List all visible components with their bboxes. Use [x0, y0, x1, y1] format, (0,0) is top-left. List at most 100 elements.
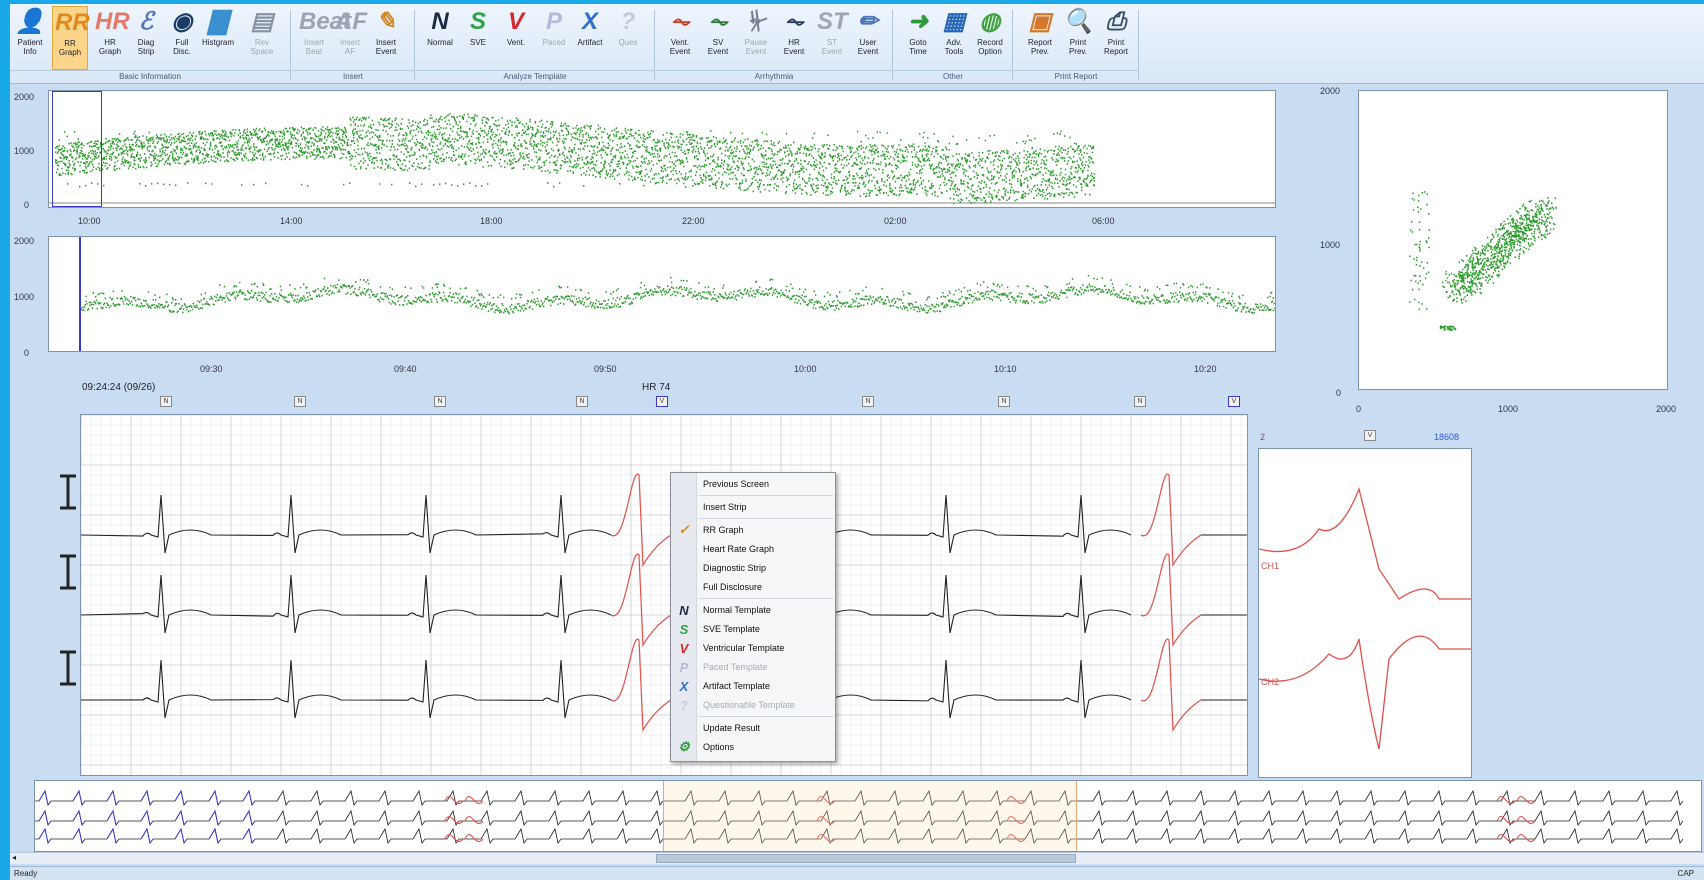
insert-beat-button[interactable]: Beat Insert Beat: [296, 6, 352, 70]
adv-tools-button[interactable]: ▦ Adv. Tools: [936, 6, 972, 70]
insert-af-button[interactable]: AF Insert AF: [332, 6, 368, 70]
sve-button[interactable]: S SVE: [460, 6, 496, 70]
st-event-button[interactable]: ST ST Event: [814, 6, 850, 70]
beat-label-tag[interactable]: N: [160, 396, 172, 407]
menu-item-previous-screen[interactable]: Previous Screen: [671, 475, 835, 493]
template-beat-count: 18608: [1434, 432, 1460, 442]
menu-item-update-result[interactable]: Update Result: [671, 719, 835, 737]
menu-item-diagnostic-strip[interactable]: Diagnostic Strip: [671, 559, 835, 577]
scroll-left-arrow-icon[interactable]: ◂: [12, 853, 17, 862]
beat-template-panel[interactable]: CH1 CH2: [1258, 448, 1472, 778]
template-type-tag[interactable]: V: [1364, 430, 1376, 441]
artifact-label-1: Artifact: [577, 38, 603, 47]
normal-icon: N: [431, 8, 449, 35]
horizontal-scrollbar[interactable]: ◂: [10, 852, 1704, 864]
beat-label-tag[interactable]: N: [294, 396, 306, 407]
menu-item-questionable-template[interactable]: ? Questionable Template: [671, 696, 835, 714]
full-disc-button[interactable]: ◉ Full Disc.: [164, 6, 200, 70]
histogram-button[interactable]: ▇ Histgram: [200, 6, 236, 70]
menu-separator: [699, 716, 833, 717]
full-disclosure-waveform[interactable]: [35, 781, 1701, 851]
adv-tools-label-1: Adv.: [946, 38, 962, 47]
sv-event-button[interactable]: ⏦ SV Event: [700, 6, 736, 70]
record-option-button[interactable]: ◍ Record Option: [972, 6, 1008, 70]
print-report-button[interactable]: ⎙ Print Report: [1098, 6, 1134, 70]
trend-mid-x-tick: 10:00: [794, 364, 817, 374]
insert-event-icon: ✎: [375, 8, 397, 35]
menu-item-sve-template[interactable]: S SVE Template: [671, 620, 835, 638]
menu-item-rr-graph[interactable]: ✓ RR Graph: [671, 521, 835, 539]
rr-trend-zoom-panel[interactable]: [48, 236, 1276, 352]
pause-event-button[interactable]: ⏧ Pause Event: [738, 6, 774, 70]
beat-label-tag[interactable]: N: [576, 396, 588, 407]
user-event-label-2: Event: [857, 47, 879, 56]
rr-trend-24h-panel[interactable]: [48, 90, 1276, 208]
beat-label-tag[interactable]: N: [1134, 396, 1146, 407]
other-group-label: Other: [894, 70, 1012, 82]
menu-item-label: Ventricular Template: [703, 643, 785, 653]
rr-graph-icon: ✓: [678, 522, 690, 537]
diag-strip-button[interactable]: ℰ Diag Strip: [128, 6, 164, 70]
print-prev-button[interactable]: 🔍 Print Prev.: [1060, 6, 1096, 70]
trend-mid-y-tick: 1000: [14, 292, 35, 302]
hr-event-button[interactable]: ⏦ HR Event: [776, 6, 812, 70]
menu-item-insert-strip[interactable]: Insert Strip: [671, 498, 835, 516]
strip-heart-rate: HR 74: [642, 382, 671, 393]
beat-label-tag[interactable]: V: [656, 396, 668, 407]
rr-trend-zoom-plot[interactable]: [49, 237, 1275, 351]
menu-item-paced-template[interactable]: P Paced Template: [671, 658, 835, 676]
menu-item-full-disclosure[interactable]: Full Disclosure: [671, 578, 835, 596]
vent-event-button[interactable]: ⏦ Vent. Event: [662, 6, 698, 70]
ribbon-group-separator: [290, 10, 291, 80]
goto-time-button[interactable]: ➜ Goto Time: [900, 6, 936, 70]
report-prev-button[interactable]: ▣ Report Prev.: [1022, 6, 1058, 70]
vent-button[interactable]: V Vent.: [498, 6, 534, 70]
menu-item-artifact-template[interactable]: X Artifact Template: [671, 677, 835, 695]
beat-label-tag[interactable]: N: [998, 396, 1010, 407]
trend-top-x-tick: 06:00: [1092, 216, 1115, 226]
vent-event-label-2: Event: [669, 47, 691, 56]
goto-time-label-1: Goto: [909, 38, 927, 47]
menu-item-label: Update Result: [703, 723, 761, 733]
ecg-strip-waveform[interactable]: [81, 415, 1247, 775]
scrollbar-thumb[interactable]: [656, 854, 1076, 863]
trend-mid-y-tick: 2000: [14, 236, 35, 246]
normal-button[interactable]: N Normal: [422, 6, 458, 70]
print-report-label-1: Print: [1107, 38, 1125, 47]
template-lead-2-label: CH2: [1261, 677, 1280, 687]
beat-label-tag[interactable]: V: [1228, 396, 1240, 407]
menu-item-ventricular-template[interactable]: V Ventricular Template: [671, 639, 835, 657]
trend-top-x-tick: 02:00: [884, 216, 907, 226]
paced-button[interactable]: P Paced: [536, 6, 572, 70]
beat-label-tag[interactable]: N: [862, 396, 874, 407]
trend-top-x-tick: 18:00: [480, 216, 503, 226]
insert-event-button[interactable]: ✎ Insert Event: [368, 6, 404, 70]
trend-mid-x-tick: 09:50: [594, 364, 617, 374]
trend-mid-x-tick: 09:40: [394, 364, 417, 374]
rev-space-button[interactable]: ▤ Rev Space: [244, 6, 280, 70]
hr-graph-button[interactable]: HR HR Graph: [92, 6, 130, 70]
vent-event-label-1: Vent.: [670, 38, 690, 47]
ribbon-toolbar: 👤 Patient Info RR RR Graph HR HR Graph ℰ Diag Strip…: [10, 4, 1704, 84]
full-disclosure-strip[interactable]: [34, 780, 1702, 852]
user-event-button[interactable]: ✏ User Event: [850, 6, 886, 70]
rr-scatter-plot[interactable]: [1359, 91, 1667, 389]
artifact-button[interactable]: X Artifact: [572, 6, 608, 70]
patient-info-button[interactable]: 👤 Patient Info: [12, 6, 48, 70]
menu-item-normal-template[interactable]: N Normal Template: [671, 601, 835, 619]
beat-label-tag[interactable]: N: [434, 396, 446, 407]
rr-trend-24h-plot[interactable]: [49, 91, 1275, 207]
arrhythmia-group-label: Arrhythmia: [656, 70, 892, 82]
menu-item-heart-rate-graph[interactable]: Heart Rate Graph: [671, 540, 835, 558]
ecg-strip-panel[interactable]: [80, 414, 1248, 776]
ques-button[interactable]: ? Ques: [610, 6, 646, 70]
menu-item-label: RR Graph: [703, 525, 744, 535]
rr-scatter-panel[interactable]: [1358, 90, 1668, 390]
insert-beat-icon: Beat: [299, 8, 352, 35]
sve-template-icon: S: [679, 621, 689, 637]
menu-item-options[interactable]: ⚙ Options: [671, 738, 835, 756]
ventricular-template-icon: V: [679, 640, 689, 656]
rr-graph-button[interactable]: RR RR Graph: [52, 6, 90, 70]
trend-selection-box[interactable]: [52, 91, 102, 207]
status-text: Ready: [14, 869, 38, 878]
